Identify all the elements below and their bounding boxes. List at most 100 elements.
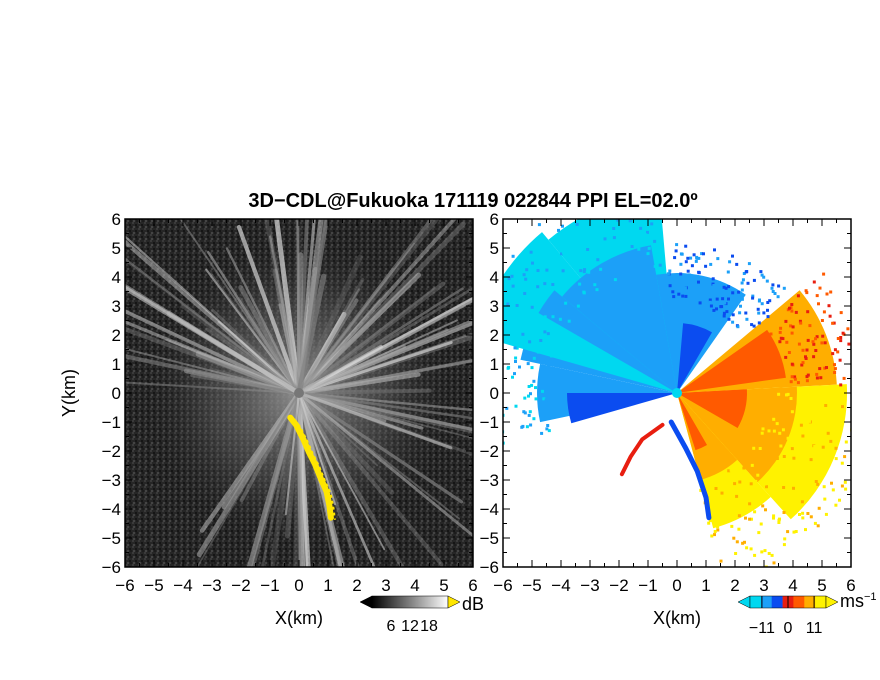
y-tick-label: −1: [102, 413, 121, 432]
velocity-pixel: [783, 537, 787, 541]
velocity-pixel: [818, 286, 822, 290]
velocity-pixel: [772, 516, 775, 520]
velocity-pixel: [679, 262, 683, 266]
velocity-pixel: [801, 516, 805, 520]
velocity-pixel: [639, 226, 643, 230]
velocity-pixel: [742, 272, 746, 275]
left-signal-ray: [298, 392, 473, 440]
velocity-pixel: [615, 249, 619, 253]
velocity-pixel: [690, 301, 694, 305]
velocity-pixel: [801, 511, 805, 515]
velocity-pixel: [799, 321, 803, 325]
velocity-pixel: [756, 473, 760, 477]
x-tick-label: −1: [638, 576, 657, 595]
velocity-pixel: [540, 266, 544, 270]
velocity-pixel: [744, 516, 747, 520]
velocity-pixel: [715, 307, 718, 311]
velocity-pixel: [781, 428, 785, 432]
velocity-pixel: [812, 486, 816, 490]
velocity-pixel: [722, 311, 726, 315]
velocity-pixel: [578, 282, 582, 286]
velocity-pixel: [829, 290, 833, 294]
velocity-pixel: [724, 469, 728, 473]
velocity-pixel: [770, 286, 774, 290]
velocity-pixel: [779, 444, 783, 448]
velocity-pixel: [815, 376, 819, 380]
right-colorbar-segment: [760, 596, 773, 608]
velocity-pixel: [595, 281, 599, 284]
velocity-pixel: [781, 337, 785, 341]
velocity-pixel: [600, 247, 603, 251]
right-colorbar-high-arrow: [825, 595, 839, 609]
velocity-pixel: [480, 390, 483, 393]
velocity-pixel: [728, 260, 732, 264]
left-signal-ray: [211, 308, 301, 395]
velocity-pixel: [790, 309, 794, 313]
velocity-pixel: [825, 366, 828, 369]
left-colorbar-tick-layer: 6 12 18: [387, 618, 438, 635]
left-tick-layer: −6 −5 −4 −3 −2 −1 0 1 2 3 4 5 6 6 5 4 3 2 1 0 −1 −2 −3 −4 −5 −6: [102, 210, 478, 595]
left-signal-ray: [284, 391, 301, 516]
right-velocity-layer: [480, 213, 856, 567]
velocity-pixel: [853, 423, 856, 426]
velocity-pixel: [806, 310, 810, 314]
velocity-pixel: [777, 521, 781, 524]
velocity-pixel: [813, 444, 817, 448]
velocity-pixel: [760, 431, 764, 435]
velocity-pixel: [612, 213, 615, 216]
velocity-pixel: [843, 455, 847, 459]
y-tick-label: −5: [102, 529, 121, 548]
velocity-pixel: [844, 487, 848, 491]
velocity-pixel: [525, 356, 529, 359]
velocity-pixel: [649, 227, 653, 230]
left-signal-ray: [297, 332, 473, 395]
velocity-pixel: [778, 428, 782, 432]
velocity-pixel: [671, 290, 675, 294]
velocity-pixel: [746, 281, 750, 285]
velocity-pixel: [648, 255, 652, 259]
velocity-pixel: [753, 553, 757, 557]
velocity-pixel: [684, 260, 688, 264]
velocity-pixel: [831, 352, 835, 356]
velocity-pixel: [576, 304, 580, 308]
velocity-pixel: [702, 252, 705, 256]
velocity-pixel: [782, 486, 786, 489]
velocity-pixel: [587, 264, 590, 268]
velocity-pixel: [759, 270, 763, 274]
velocity-pixel: [523, 292, 527, 295]
velocity-pixel: [582, 270, 586, 274]
velocity-pixel: [750, 517, 753, 521]
velocity-pixel: [582, 290, 586, 294]
x-tick-label: −3: [202, 576, 221, 595]
velocity-pixel: [541, 416, 545, 420]
velocity-pixel: [805, 348, 809, 352]
y-tick-label: 1: [490, 355, 499, 374]
velocity-pixel: [654, 213, 657, 216]
velocity-pixel: [480, 391, 483, 394]
velocity-pixel: [546, 424, 550, 427]
left-signal-ray: [274, 219, 302, 396]
velocity-pixel: [527, 413, 531, 417]
velocity-band-approaching: [668, 419, 712, 521]
right-colorbar-unit-exponent: −1: [864, 591, 877, 603]
velocity-pixel: [843, 480, 847, 484]
left-signal-ray: [297, 287, 436, 395]
velocity-pixel: [499, 325, 502, 328]
x-tick-label: −6: [493, 576, 512, 595]
velocity-pixel: [587, 270, 591, 274]
velocity-pixel: [731, 254, 734, 258]
right-colorbar-segment: [793, 596, 805, 608]
right-colorbar-segment: [771, 596, 783, 608]
velocity-pixel: [673, 256, 677, 260]
velocity-pixel: [545, 427, 549, 431]
velocity-pixel: [796, 429, 800, 433]
velocity-pixel: [719, 559, 723, 563]
velocity-pixel: [520, 425, 524, 429]
velocity-pixel: [801, 361, 805, 365]
velocity-pixel: [714, 487, 718, 490]
velocity-pixel: [743, 540, 746, 544]
velocity-pixel: [603, 237, 607, 241]
velocity-pixel: [757, 321, 761, 325]
velocity-pixel: [658, 263, 662, 267]
velocity-pixel: [750, 463, 754, 467]
